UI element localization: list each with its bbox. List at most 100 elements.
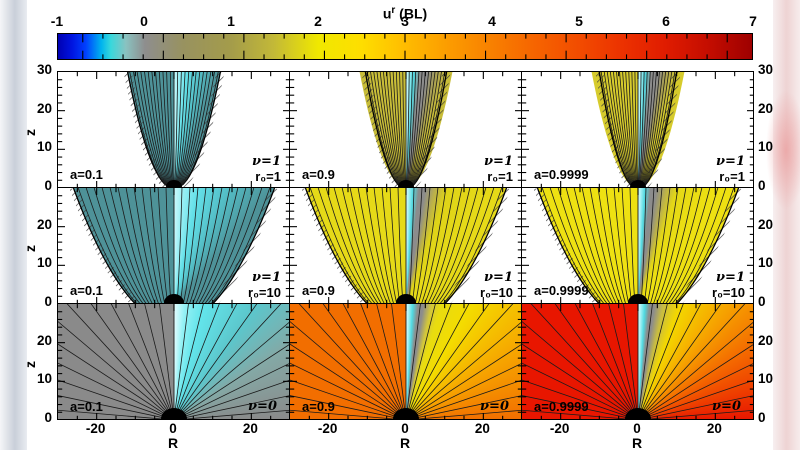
y-tick-label: 20 xyxy=(758,332,774,348)
model-labels: ν=1 r₀=10 xyxy=(480,270,513,300)
tick-marks xyxy=(58,304,289,419)
colorbar-title: ur (BL) xyxy=(382,5,428,22)
y-tick-label: 10 xyxy=(758,371,774,387)
tick-marks xyxy=(58,188,289,303)
panel-decorations xyxy=(522,72,753,187)
colorbar-tick-label: 2 xyxy=(314,13,322,29)
nu-label: ν=1 xyxy=(716,154,745,169)
spin-label: a=0.1 xyxy=(70,167,103,182)
spin-label: a=0.9 xyxy=(302,399,335,414)
y-tick-label: 20 xyxy=(758,100,774,116)
nu-label: ν=1 xyxy=(252,154,281,169)
field-lines xyxy=(366,72,446,187)
field-lines xyxy=(522,304,753,419)
panel-decorations xyxy=(290,304,521,419)
spin-label: a=0.9999 xyxy=(534,167,589,182)
field-lines xyxy=(129,72,219,187)
spin-label: a=0.1 xyxy=(70,399,103,414)
model-labels: ν=1 r₀=10 xyxy=(248,270,281,300)
x-tick-label: -20 xyxy=(85,421,106,436)
r0-label: r₀=1 xyxy=(487,168,513,184)
model-labels: ν=1 r₀=10 xyxy=(712,270,745,300)
black-hole xyxy=(629,180,646,187)
x-tick-label: -20 xyxy=(317,421,338,436)
colorbar-tick-label: 1 xyxy=(227,13,235,29)
y-axis-title: z xyxy=(22,245,38,252)
black-hole xyxy=(392,408,419,419)
x-tick-label: -20 xyxy=(549,421,570,436)
jet-wall-hatching xyxy=(533,188,743,303)
y-axis-title: z xyxy=(22,361,38,368)
tick-marks xyxy=(522,304,753,419)
colorbar-ticks xyxy=(82,34,728,59)
jet-wall-hatching xyxy=(69,188,279,303)
panel-decorations xyxy=(58,188,289,303)
nu-label: ν=1 xyxy=(252,270,281,285)
panel-decorations xyxy=(58,72,289,187)
x-tick-label: 0 xyxy=(633,421,641,436)
tick-marks xyxy=(290,72,521,187)
jet-wall-hatching xyxy=(595,72,681,187)
panel-a0.1-r0-1: a=0.1 ν=1 r₀=1 xyxy=(57,72,289,188)
spin-label: a=0.9 xyxy=(302,167,335,182)
panel-a0.9999-monopole: a=0.9999 ν=0 xyxy=(521,304,753,420)
nu-label: ν=0 xyxy=(480,399,509,414)
x-axis-title: R xyxy=(399,435,411,450)
y-tick-label: 20 xyxy=(36,216,52,232)
y-tick-label: 10 xyxy=(758,255,774,271)
x-tick-label: 0 xyxy=(401,421,409,436)
nu-label: ν=0 xyxy=(712,399,741,414)
y-tick-label: 10 xyxy=(36,255,52,271)
y-tick-label: 10 xyxy=(36,139,52,155)
x-axis-title: R xyxy=(167,435,179,450)
x-tick-label: 20 xyxy=(474,421,490,436)
panel-a0.9-r0-10: a=0.9 ν=1 r₀=10 xyxy=(289,188,521,304)
r0-label: r₀=1 xyxy=(255,168,281,184)
panel-decorations xyxy=(522,188,753,303)
colorbar-tick-label: 0 xyxy=(140,13,148,29)
x-tick-label: 20 xyxy=(242,421,258,436)
panel-a0.9999-r0-1: a=0.9999 ν=1 r₀=1 xyxy=(521,72,753,188)
black-hole xyxy=(395,294,416,303)
colorbar-tick-label: 5 xyxy=(575,13,583,29)
model-labels: ν=1 r₀=1 xyxy=(252,154,281,184)
jet-wall-hatching xyxy=(361,72,451,187)
colorbar-tick-label: 3 xyxy=(401,13,409,29)
nu-label: ν=0 xyxy=(248,399,277,414)
model-labels: ν=1 r₀=1 xyxy=(484,154,513,184)
y-tick-label: 0 xyxy=(44,294,52,309)
background-blur-right xyxy=(766,0,800,450)
y-tick-label: 0 xyxy=(758,178,766,193)
r0-label: r₀=10 xyxy=(712,284,745,300)
panel-a0.1-r0-10: a=0.1 ν=1 r₀=10 xyxy=(57,188,289,304)
field-lines xyxy=(309,188,503,303)
tick-marks xyxy=(522,188,753,303)
black-hole xyxy=(397,180,414,187)
black-hole xyxy=(163,294,184,303)
r0-label: r₀=10 xyxy=(248,284,281,300)
colorbar-tick-label: -1 xyxy=(50,13,64,29)
panel-a0.9-r0-1: a=0.9 ν=1 r₀=1 xyxy=(289,72,521,188)
colorbar-tick-label: 4 xyxy=(488,13,496,29)
y-tick-label: 0 xyxy=(758,410,766,425)
spin-label: a=0.9999 xyxy=(534,283,589,298)
tick-marks xyxy=(58,72,289,187)
spin-label: a=0.9999 xyxy=(534,399,589,414)
field-lines xyxy=(290,304,521,419)
panel-a0.1-monopole: a=0.1 ν=0 xyxy=(57,304,289,420)
model-labels: ν=1 r₀=1 xyxy=(716,154,745,184)
wind-colormap xyxy=(522,304,753,419)
jet-wall-hatching xyxy=(123,72,225,187)
x-tick-label: 0 xyxy=(169,421,177,436)
black-hole xyxy=(624,408,651,419)
tick-marks xyxy=(522,72,753,187)
y-tick-label: 30 xyxy=(36,62,52,77)
panel-a0.9999-r0-10: a=0.9999 ν=1 r₀=10 xyxy=(521,188,753,304)
black-hole xyxy=(165,180,182,187)
x-tick-label: 20 xyxy=(706,421,722,436)
r0-label: r₀=10 xyxy=(480,284,513,300)
black-hole xyxy=(160,408,187,419)
y-tick-label: 30 xyxy=(758,62,774,77)
nu-label: ν=1 xyxy=(484,270,513,285)
